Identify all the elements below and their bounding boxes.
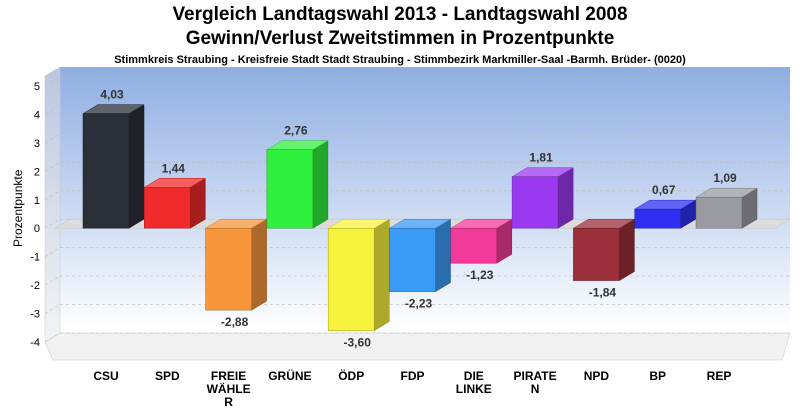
y-axis-label: Prozentpunkte	[11, 169, 25, 247]
bar-side	[251, 218, 267, 311]
y-tick-label: -2	[30, 280, 40, 292]
bar	[511, 176, 559, 229]
bar	[144, 187, 191, 229]
gridline-side	[44, 304, 61, 314]
bar-group	[143, 177, 207, 229]
bar	[82, 113, 130, 229]
y-tick-label: 5	[34, 81, 40, 93]
gridline-side	[44, 218, 61, 229]
data-label: 2,76	[284, 124, 308, 138]
data-label: 0,67	[652, 183, 676, 197]
data-label: 1,44	[162, 161, 186, 175]
x-tick-label: DIE	[464, 369, 484, 383]
y-tick-label: 4	[34, 109, 40, 121]
x-tick-label: LINKE	[456, 382, 492, 396]
bar-side	[619, 218, 635, 282]
gridline-side	[44, 162, 61, 172]
x-tick-label: ÖDP	[338, 368, 364, 383]
data-label: -3,60	[344, 336, 372, 350]
bar-side	[312, 140, 329, 229]
bar	[573, 227, 620, 281]
y-tick-label: -1	[30, 252, 40, 264]
gridline-side	[44, 133, 61, 144]
x-tick-label: NPD	[584, 369, 610, 383]
bar-group	[327, 218, 391, 332]
bar-group	[449, 218, 513, 264]
bar-group	[572, 218, 636, 282]
y-tick-label: 1	[34, 195, 40, 207]
bar	[266, 149, 314, 229]
x-tick-label: GRÜNE	[268, 368, 311, 383]
y-tick-label: 3	[34, 138, 40, 150]
bar-group	[82, 104, 145, 229]
x-tick-label: N	[531, 382, 540, 396]
bar-side	[435, 218, 451, 293]
data-label: -1,84	[589, 286, 617, 300]
x-tick-label: REP	[707, 369, 732, 383]
data-label: -1,23	[466, 268, 494, 282]
x-tick-label: WÄHLE	[207, 381, 251, 396]
chart-subtitle-line2: Gewinn/Verlust Zweitstimmen in Prozentpu…	[185, 28, 615, 49]
x-tick-label: SPD	[155, 369, 180, 383]
data-label: 1,09	[713, 171, 737, 185]
bar-side	[557, 167, 574, 229]
bar-group	[695, 187, 758, 229]
x-tick-label: FDP	[401, 369, 425, 383]
bar-side	[128, 104, 145, 229]
bar	[389, 227, 436, 292]
data-label: 4,03	[100, 88, 124, 102]
bar	[327, 227, 375, 331]
chart-floor	[44, 332, 791, 361]
gridline-side	[44, 275, 61, 286]
gridline-side	[44, 190, 61, 201]
chart-title: Vergleich Landtagswahl 2013 - Landtagswa…	[172, 4, 628, 25]
gridline-side	[44, 105, 61, 115]
bar-group	[633, 199, 697, 229]
data-label: 1,81	[529, 151, 553, 165]
y-tick-label: -3	[30, 309, 40, 321]
x-tick-label: CSU	[93, 369, 118, 383]
x-tick-label: PIRATE	[514, 369, 557, 383]
x-tick-label: R	[224, 395, 233, 409]
chart-subtitle: Stimmkreis Straubing - Kreisfreie Stadt …	[114, 54, 686, 66]
gridline-side	[44, 76, 61, 87]
x-tick-label: FREIE	[211, 369, 246, 383]
x-tick-label: BP	[649, 369, 666, 383]
bar	[634, 208, 681, 229]
bar	[450, 227, 498, 264]
side-wall	[44, 66, 61, 343]
bar	[205, 227, 252, 311]
bar	[695, 196, 743, 229]
y-tick-label: 0	[34, 223, 40, 235]
gridline-side	[44, 332, 61, 343]
bar-side	[373, 218, 390, 332]
y-tick-label: 2	[34, 166, 40, 178]
gridline-side	[44, 247, 61, 257]
bar-group	[265, 140, 329, 229]
data-label: -2,23	[405, 297, 433, 311]
data-label: -2,88	[221, 315, 249, 329]
bar-group	[204, 218, 268, 311]
bar-group	[511, 167, 575, 229]
bar-group	[388, 218, 452, 293]
y-tick-label: -4	[30, 337, 40, 349]
